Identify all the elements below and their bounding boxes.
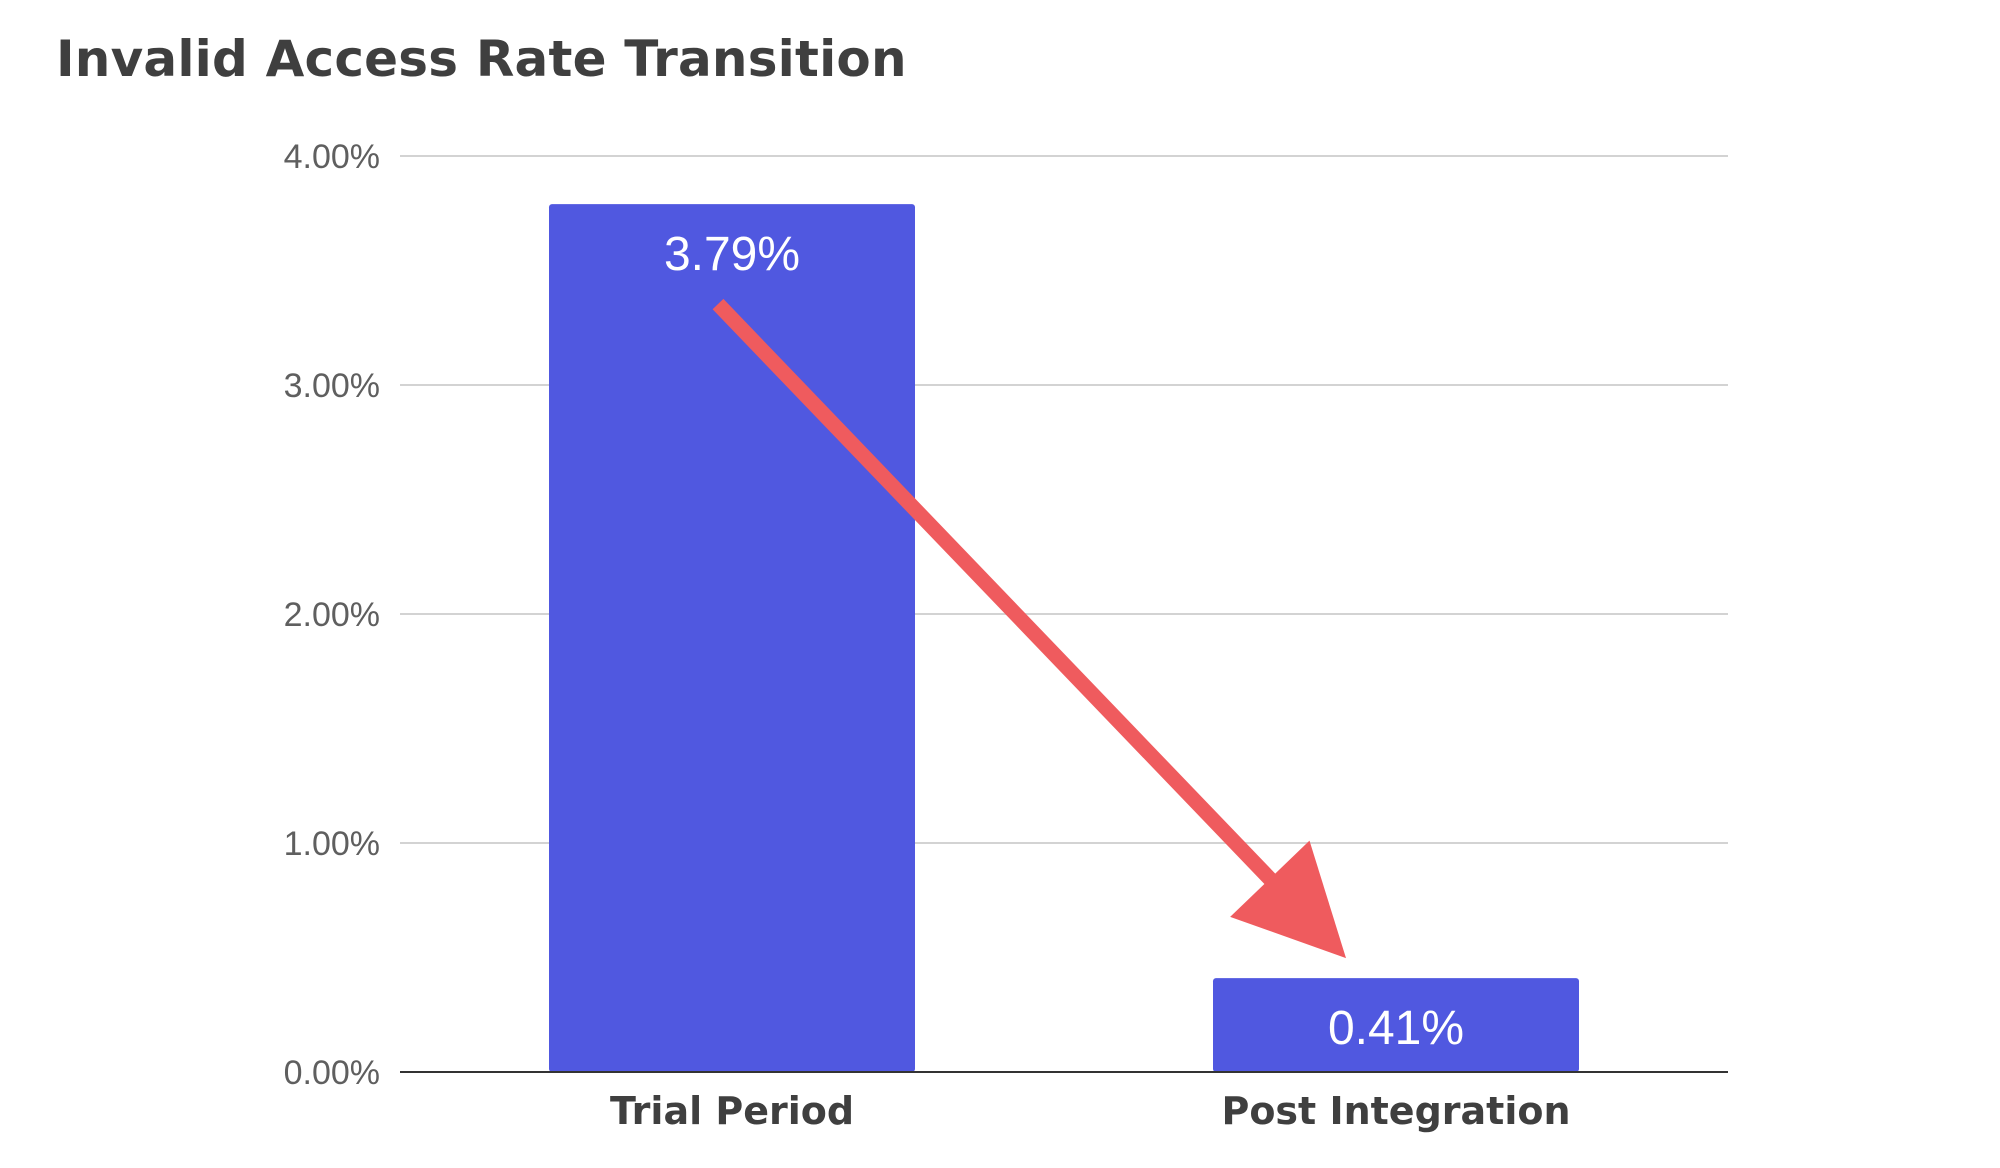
y-tick-label: 1.00% [284, 825, 380, 863]
data-label: 3.79% [664, 228, 800, 281]
chart-title: Invalid Access Rate Transition [56, 30, 907, 88]
data-label: 0.41% [1328, 1002, 1464, 1055]
trend-arrow-annotation [712, 298, 1346, 959]
bars [549, 204, 1579, 1073]
bar [1213, 978, 1579, 1072]
arrow-shaft [712, 298, 1278, 887]
y-tick-label: 4.00% [284, 138, 380, 176]
y-tick-label: 0.00% [284, 1054, 380, 1092]
labels: 0.00% 1.00% 2.00% 3.00% 4.00% 3.79% Trial Peri… [284, 138, 1571, 1133]
x-category-label: Post Integration [1221, 1089, 1570, 1133]
y-tick-label: 2.00% [284, 596, 380, 634]
x-category-label: Trial Period [610, 1089, 854, 1133]
bar [549, 204, 915, 1073]
y-tick-label: 3.00% [284, 367, 380, 405]
arrow-head [1230, 840, 1346, 959]
